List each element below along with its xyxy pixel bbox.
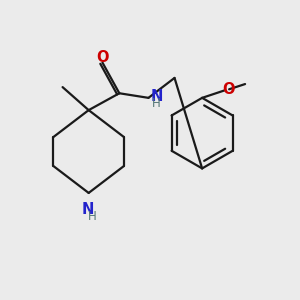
Text: H: H: [152, 98, 161, 110]
Text: H: H: [88, 210, 97, 223]
Text: O: O: [222, 82, 235, 97]
Text: N: N: [151, 89, 163, 104]
Text: N: N: [82, 202, 94, 217]
Text: O: O: [96, 50, 109, 64]
